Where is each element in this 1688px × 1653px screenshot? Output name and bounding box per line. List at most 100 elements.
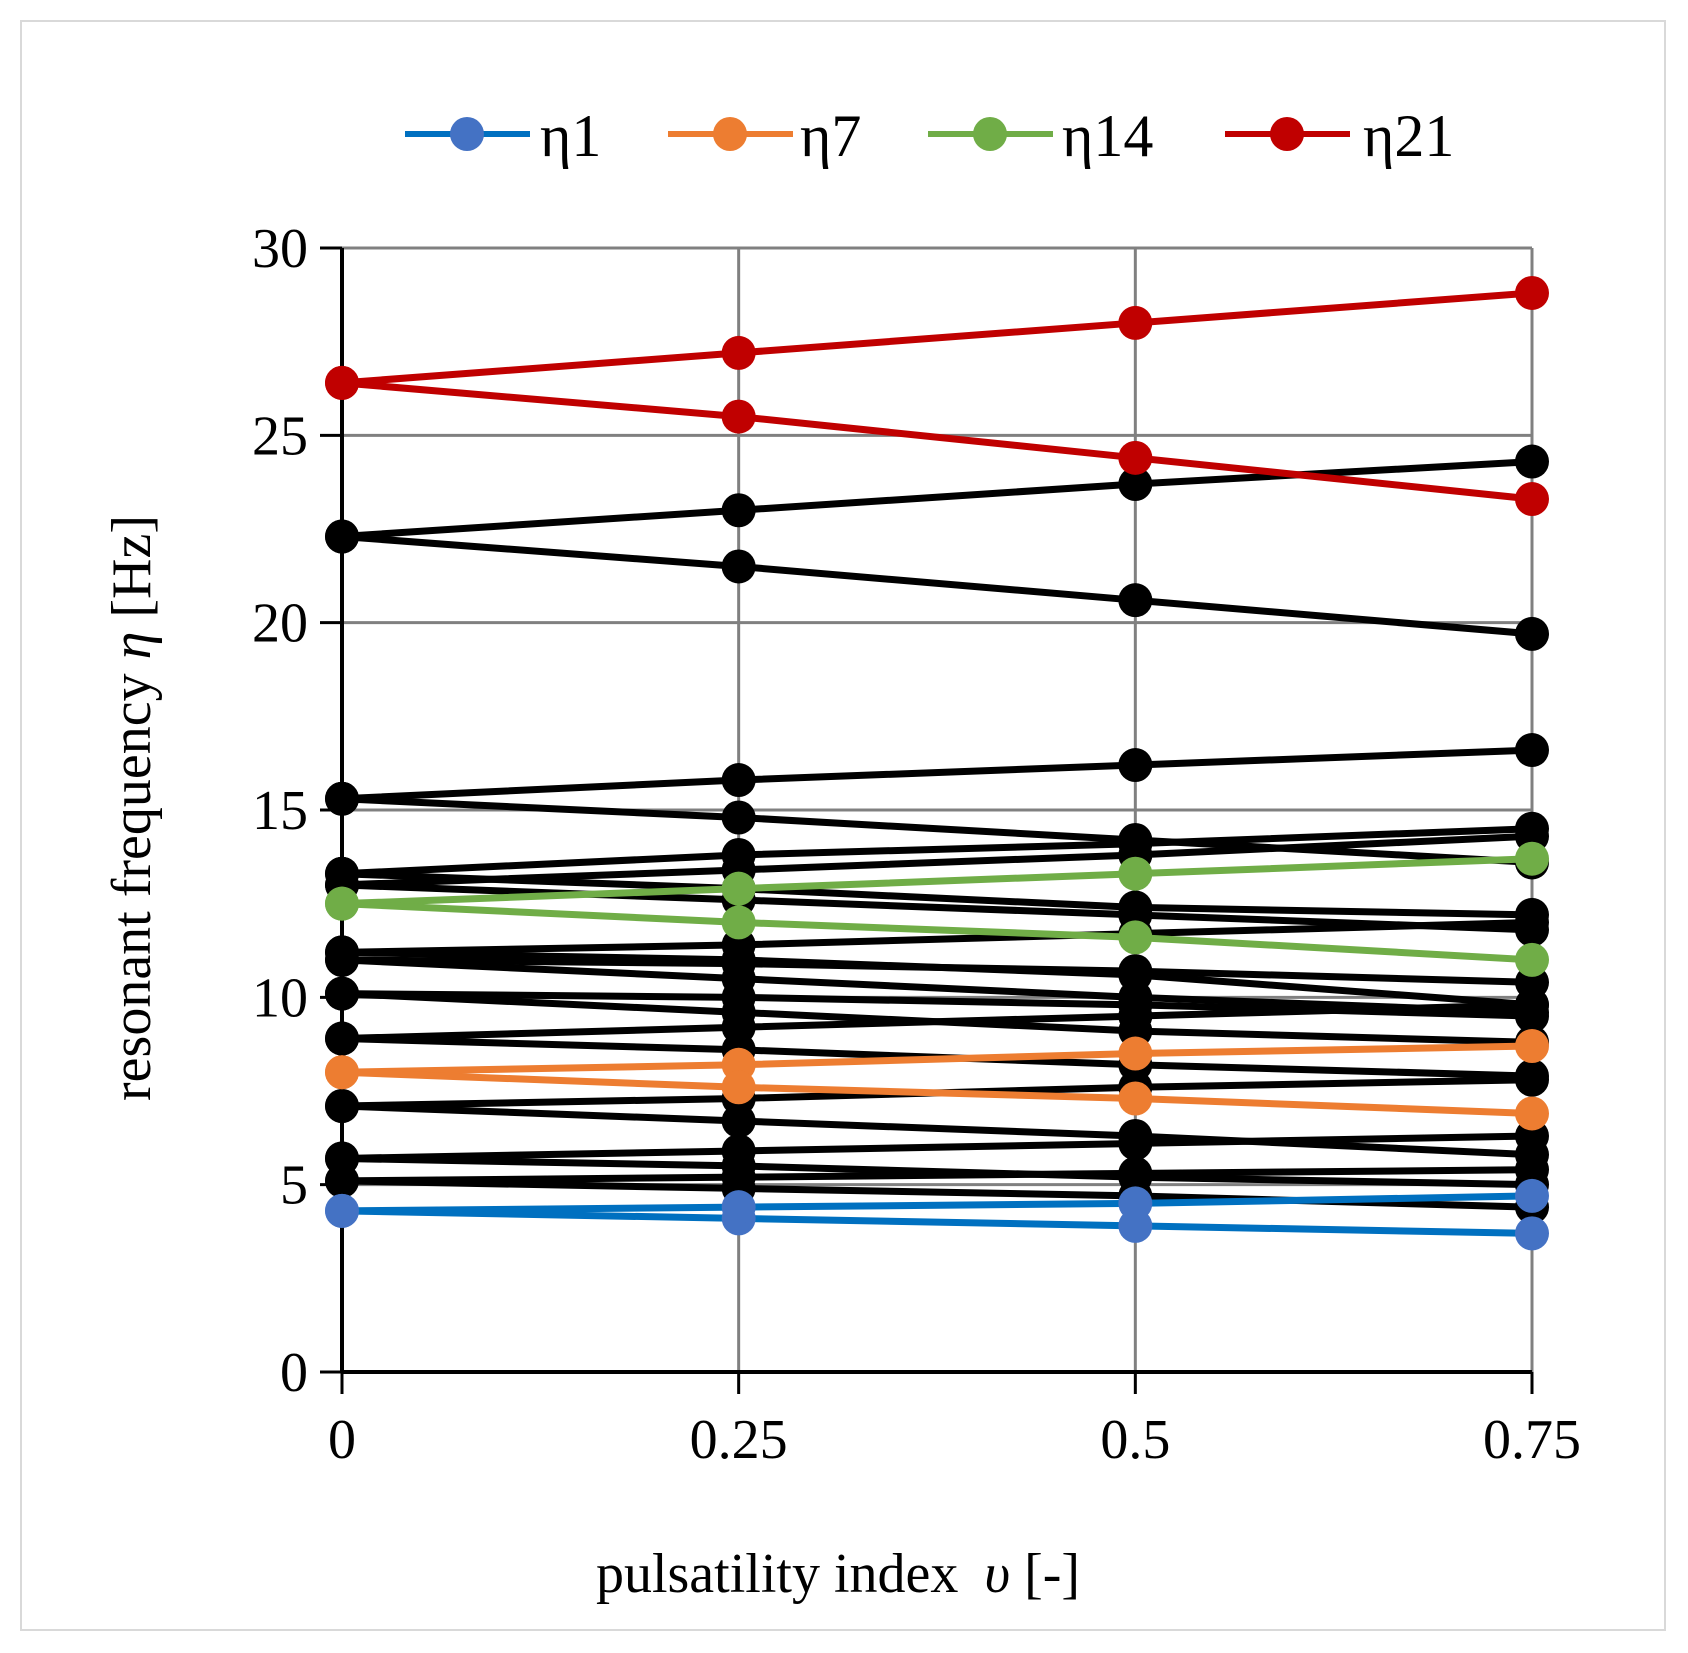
data-point [1515,1029,1549,1064]
data-point [721,905,756,940]
data-point [1515,942,1549,977]
data-point [1515,616,1549,651]
data-point [325,1088,359,1123]
data-point [721,871,756,906]
data-point [721,1133,756,1168]
data-point [1515,482,1549,517]
x-tick-label: 0.75 [1483,1409,1581,1471]
y-tick-label: 30 [252,218,308,280]
data-point [1118,890,1153,925]
data-point [1118,583,1153,618]
series-line [341,533,1533,638]
data-point [1515,841,1549,876]
legend-label-eta7: η7 [800,103,861,169]
series-line [341,458,1533,540]
series-η21 [325,275,1549,400]
legend-label-eta14: η14 [1062,103,1153,169]
y-tick-label: 10 [252,967,308,1029]
data-point [1515,1137,1549,1172]
data-point [1118,440,1153,475]
data-point [721,549,756,584]
y-tick-label: 15 [252,780,308,842]
data-point [325,1141,359,1176]
series-line [341,956,1533,1016]
series-η7 [325,1055,1549,1131]
data-point [325,976,359,1011]
y-tick-label: 5 [280,1155,308,1217]
tick-labels: 0 5 10 15 20 25 30 0 0.25 0.5 0.75 [252,218,1581,1471]
data-point [325,935,359,970]
series-other-mode [325,519,1549,651]
legend: η1 η7 η14 η21 [405,103,1454,169]
legend-label-eta21: η21 [1363,103,1454,169]
x-axis-title-symbol: υ [984,1543,1010,1605]
data-point [325,856,359,891]
data-point [325,1021,359,1056]
y-tick-label: 20 [252,593,308,655]
data-point [1515,1216,1549,1251]
y-axis-title: resonant frequency η [Hz] [101,515,163,1101]
series-other-mode [325,444,1549,554]
series-other-mode [325,781,1549,880]
data-point [1118,1036,1153,1071]
data-point [721,942,756,977]
x-tick-label: 0.25 [690,1409,788,1471]
y-axis-title-text: resonant frequency [101,673,163,1101]
legend-entry-eta14: η14 [928,103,1153,169]
data-point [325,1193,359,1228]
data-point [1118,1160,1153,1195]
series-line [341,1207,1533,1237]
series-line [341,1154,1533,1189]
data-point [1515,897,1549,932]
legend-entry-eta1: η1 [405,103,601,169]
data-point [1118,305,1153,340]
series-line [341,379,1533,503]
data-point [721,1070,756,1105]
series-line [341,832,1533,889]
series-line [341,1132,1533,1162]
y-tick-label: 0 [280,1342,308,1404]
x-axis-title: pulsatility index υ [-] [596,1543,1080,1605]
data-point [1515,444,1549,479]
data-point [1118,856,1153,891]
series-line [341,825,1533,878]
data-point [721,335,756,370]
y-axis-title-symbol: η [101,632,163,660]
series-line [341,900,1533,964]
data-point [1118,1118,1153,1153]
series-line [341,1166,1533,1185]
legend-entry-eta21: η21 [1225,103,1454,169]
series-line [341,289,1533,387]
series-η21 [325,365,1549,517]
data-point [325,1055,359,1090]
legend-entry-eta7: η7 [668,103,861,169]
data-point [1515,1059,1549,1094]
data-point [1118,822,1153,857]
data-point [1515,733,1549,768]
series-η1 [325,1178,1549,1228]
series-line [341,881,1533,934]
legend-marker-eta1 [450,117,484,151]
data-point [325,781,359,816]
data-point [721,763,756,798]
data-point [325,886,359,921]
series-line [341,870,1533,919]
data-point [325,519,359,554]
data-point [1515,1096,1549,1131]
data-point [1515,987,1549,1022]
series-other-mode [325,935,1549,1022]
data-point [1118,748,1153,783]
data-point [1515,811,1549,846]
x-tick-label: 0 [328,1409,356,1471]
series-line [341,1192,1533,1215]
y-tick-label: 25 [252,405,308,467]
data-point [721,837,756,872]
series-line [341,1068,1533,1117]
x-axis-title-unit: [-] [1024,1543,1080,1605]
series-line [341,855,1533,908]
series-line [341,746,1533,803]
y-axis-title-unit: [Hz] [101,515,163,618]
x-tick-label: 0.5 [1100,1409,1170,1471]
legend-marker-eta21 [1270,117,1304,151]
